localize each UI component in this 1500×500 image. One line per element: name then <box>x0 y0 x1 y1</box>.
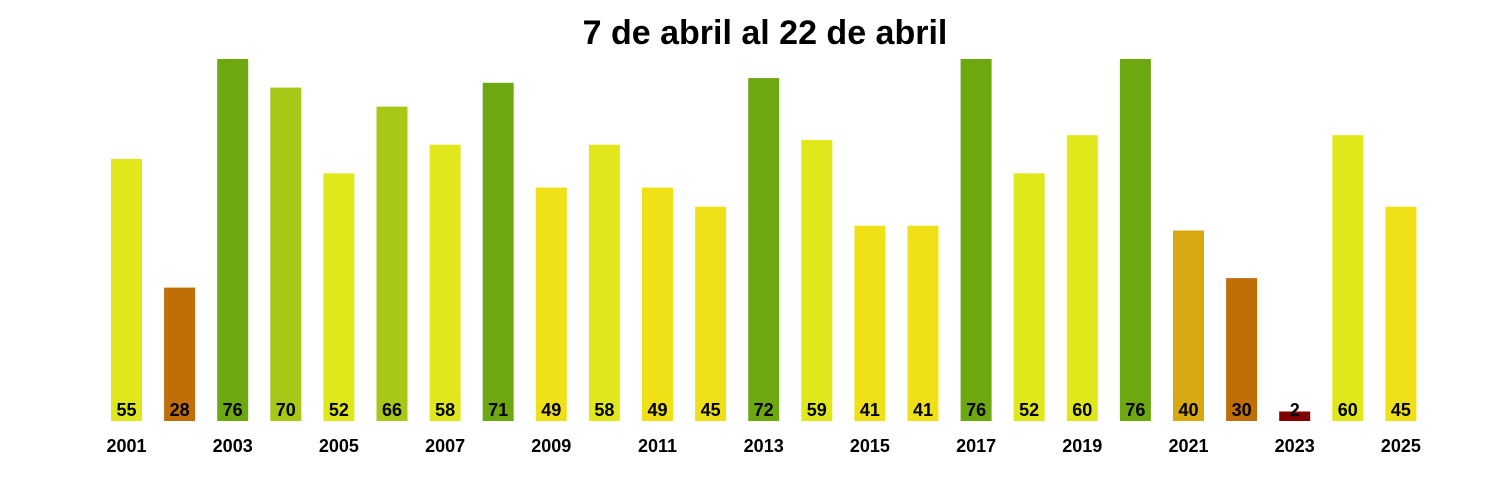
x-tick-2025: 2025 <box>1381 436 1421 456</box>
value-label-2015: 41 <box>860 400 880 420</box>
value-label-2002: 28 <box>170 400 190 420</box>
value-label-2024: 60 <box>1338 400 1358 420</box>
value-label-2025: 45 <box>1391 400 1411 420</box>
value-label-2018: 52 <box>1019 400 1039 420</box>
x-tick-2015: 2015 <box>850 436 890 456</box>
bar-2019 <box>1066 135 1098 421</box>
bar-2016 <box>907 225 939 421</box>
x-tick-2003: 2003 <box>213 436 253 456</box>
value-label-2022: 30 <box>1232 400 1252 420</box>
bar-2008 <box>482 82 514 422</box>
value-label-2021: 40 <box>1178 400 1198 420</box>
value-label-2020: 76 <box>1125 400 1145 420</box>
bar-2022 <box>1226 278 1258 421</box>
value-label-2011: 49 <box>647 400 667 420</box>
value-label-2001: 55 <box>116 400 136 420</box>
bar-2009 <box>535 187 567 421</box>
bar-2004 <box>270 87 302 421</box>
value-label-2004: 70 <box>276 400 296 420</box>
x-tick-2011: 2011 <box>638 436 677 456</box>
value-label-2003: 76 <box>223 400 243 420</box>
x-tick-2007: 2007 <box>425 436 465 456</box>
bar-2012 <box>695 206 727 421</box>
bar-2013 <box>748 78 780 421</box>
value-label-2014: 59 <box>807 400 827 420</box>
bar-2023 <box>1279 411 1311 421</box>
value-label-2012: 45 <box>701 400 721 420</box>
value-label-2017: 76 <box>966 400 986 420</box>
x-tick-2001: 2001 <box>106 436 146 456</box>
value-label-2005: 52 <box>329 400 349 420</box>
bar-2025 <box>1385 206 1417 421</box>
value-label-2010: 58 <box>594 400 614 420</box>
value-labels-group: 55 28 76 70 52 66 58 71 49 58 49 45 72 59 41 41 76 52 60 76… <box>116 400 1410 420</box>
value-label-2013: 72 <box>754 400 774 420</box>
bar-2001 <box>111 159 142 421</box>
value-label-2016: 41 <box>913 400 933 420</box>
bar-2018 <box>1013 173 1045 421</box>
bar-2017 <box>960 59 992 421</box>
value-label-2007: 58 <box>435 400 455 420</box>
bar-2014 <box>801 140 833 421</box>
bar-2015 <box>854 225 886 421</box>
x-tick-2013: 2013 <box>744 436 784 456</box>
value-label-2006: 66 <box>382 400 402 420</box>
value-label-2009: 49 <box>541 400 561 420</box>
x-tick-2023: 2023 <box>1275 436 1315 456</box>
bar-2020 <box>1119 59 1151 421</box>
value-label-2023: 2 <box>1290 400 1300 420</box>
bar-2002 <box>164 287 196 421</box>
bar-2006 <box>376 106 408 421</box>
chart-title: 7 de abril al 22 de abril <box>583 14 948 52</box>
bar-2021 <box>1173 230 1204 421</box>
value-label-2019: 60 <box>1072 400 1092 420</box>
x-tick-2005: 2005 <box>319 436 359 456</box>
bar-2011 <box>642 187 673 421</box>
bar-2005 <box>323 173 355 421</box>
x-tick-2021: 2021 <box>1168 436 1208 456</box>
bar-2007 <box>429 144 461 421</box>
bar-2003 <box>217 59 249 421</box>
value-label-2008: 71 <box>488 400 508 420</box>
x-tick-2019: 2019 <box>1062 436 1102 456</box>
x-tick-labels-group: 2001 2003 2005 2007 2009 2011 2013 2015 2017 2019… <box>106 436 1420 456</box>
bar-2024 <box>1332 135 1364 421</box>
x-tick-2009: 2009 <box>531 436 571 456</box>
bar-2010 <box>588 144 620 421</box>
bars-group <box>111 59 1417 422</box>
x-tick-2017: 2017 <box>956 436 996 456</box>
